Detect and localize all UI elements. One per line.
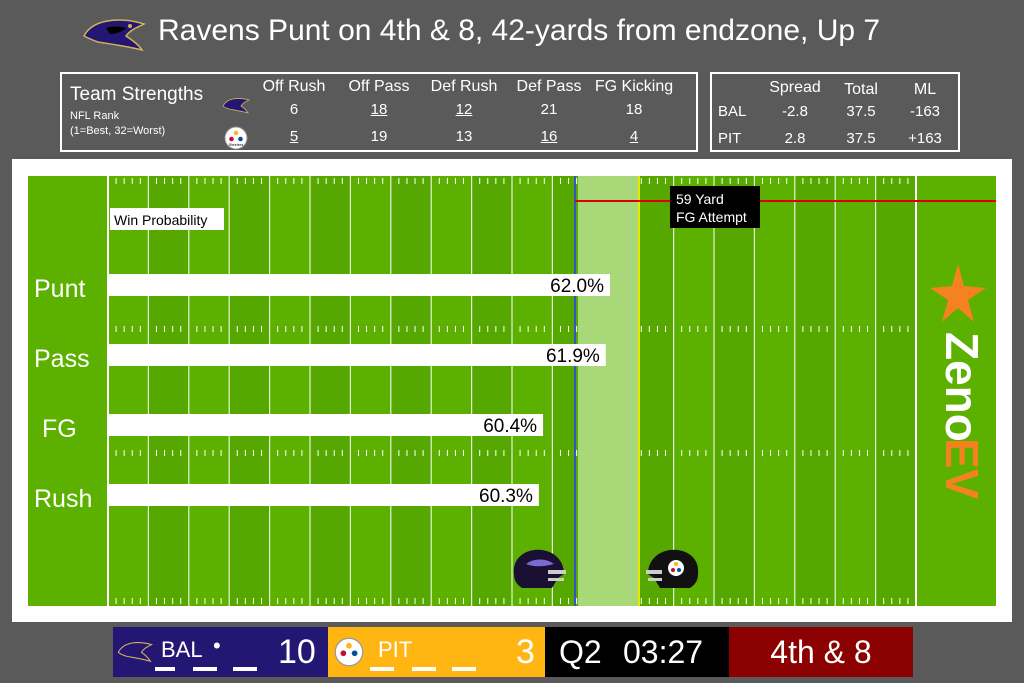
fg-label-line1: 59 Yard: [676, 191, 724, 207]
category-label-pass: Pass: [34, 345, 90, 373]
page-title: Ravens Punt on 4th & 8, 42-yards from en…: [158, 14, 881, 47]
value-label-pass: 61.9%: [546, 346, 600, 367]
away-score: 3: [516, 633, 535, 671]
value-label-rush: 60.3%: [479, 486, 533, 507]
game-clock-panel: Q2 03:27: [545, 627, 729, 677]
win-probability-bars: Punt 62.0% Pass 61.9% FG 60.4% Rush 60.3%: [34, 274, 610, 513]
bal-ml: -163: [909, 103, 941, 120]
steelers-helmet-icon: [646, 549, 699, 588]
col-ml: ML: [913, 81, 937, 98]
col-spread: Spread: [769, 79, 821, 96]
bal-fg-kicking: 18: [625, 101, 643, 118]
col-total: Total: [844, 81, 878, 98]
field-stripes: [148, 176, 916, 606]
win-probability-label: Win Probability: [110, 208, 224, 230]
odds-team-pit: PIT: [718, 130, 742, 147]
zenoev-logo: Zeno EV: [930, 264, 988, 500]
strengths-heading: Team Strengths: [70, 84, 204, 105]
pit-off-pass: 19: [370, 128, 388, 145]
bal-off-rush: 6: [289, 101, 299, 118]
home-score: 10: [278, 633, 316, 671]
game-clock: 03:27: [623, 634, 704, 670]
fg-attempt-label: 59 Yard FG Attempt: [670, 186, 760, 228]
pit-off-rush: 5: [289, 128, 299, 145]
ravens-logo-icon: [117, 642, 153, 663]
col-def-rush: Def Rush: [430, 78, 498, 95]
col-def-pass: Def Pass: [516, 78, 582, 95]
odds-team-bal: BAL: [718, 103, 747, 120]
down-distance-panel: 4th & 8: [729, 627, 913, 677]
bar-fg: [108, 414, 544, 436]
bal-spread: -2.8: [782, 103, 808, 120]
svg-text:Steelers: Steelers: [229, 142, 244, 147]
team-strengths-panel: Team Strengths NFL Rank (1=Best, 32=Wors…: [60, 72, 698, 152]
bal-total: 37.5: [846, 103, 876, 120]
fg-label-line2: FG Attempt: [676, 209, 747, 225]
col-fg-kicking: FG Kicking: [594, 78, 674, 95]
title-row: Ravens Punt on 4th & 8, 42-yards from en…: [0, 0, 1024, 68]
timeout-marker: [452, 667, 476, 671]
bar-rush: [108, 484, 539, 506]
col-off-pass: Off Pass: [348, 78, 410, 95]
ravens-logo-icon: [82, 19, 147, 52]
pit-def-pass: 16: [540, 128, 558, 145]
pit-def-rush: 13: [455, 128, 473, 145]
pit-ml: +163: [908, 130, 942, 147]
value-label-punt: 62.0%: [550, 276, 604, 297]
bal-def-rush: 12: [455, 101, 473, 118]
timeout-marker: [193, 667, 217, 671]
bal-def-pass: 21: [540, 101, 558, 118]
possession-indicator: •: [213, 633, 221, 658]
bal-off-pass: 18: [370, 101, 388, 118]
steelers-logo-icon: Steelers: [224, 126, 248, 150]
steelers-logo-icon: [334, 637, 364, 667]
category-label-punt: Punt: [34, 275, 85, 303]
betting-odds-panel: Spread Total ML BAL -2.8 37.5 -163 PIT 2…: [710, 72, 960, 152]
ravens-logo-icon: [222, 98, 250, 114]
strengths-subtitle-scale: (1=Best, 32=Worst): [70, 125, 166, 137]
home-team-panel: BAL • 10: [113, 627, 328, 677]
strengths-subtitle: NFL Rank: [70, 110, 120, 122]
timeout-marker: [233, 667, 257, 671]
pit-total: 37.5: [846, 130, 876, 147]
pit-spread: 2.8: [784, 130, 806, 147]
quarter: Q2: [559, 634, 602, 670]
star-icon: [930, 264, 986, 322]
away-team-abbr: PIT: [378, 637, 413, 662]
timeout-marker: [370, 667, 394, 671]
line-to-gain-zone: [578, 176, 639, 606]
brand-zeno: Zeno: [936, 332, 988, 442]
scorebug: BAL • 10 PIT 3 Q2 03:27 4th & 8: [113, 627, 913, 677]
brand-ev: EV: [936, 438, 988, 500]
win-probability-text: Win Probability: [114, 212, 207, 228]
value-label-fg: 60.4%: [483, 416, 537, 437]
ravens-helmet-icon: [513, 549, 566, 588]
away-team-panel: PIT 3: [328, 627, 545, 677]
category-label-fg: FG: [42, 415, 77, 443]
home-team-abbr: BAL: [161, 637, 203, 662]
pit-fg-kicking: 4: [629, 128, 639, 145]
down-distance: 4th & 8: [770, 634, 872, 670]
category-label-rush: Rush: [34, 485, 92, 513]
timeout-marker: [412, 667, 436, 671]
bar-pass: [108, 344, 606, 366]
timeout-marker: [155, 667, 175, 671]
col-off-rush: Off Rush: [262, 78, 326, 95]
yard-lines: [107, 176, 917, 606]
football-field: 59 Yard FG Attempt Win Probability Punt 6…: [28, 176, 996, 606]
bar-punt: [108, 274, 610, 296]
